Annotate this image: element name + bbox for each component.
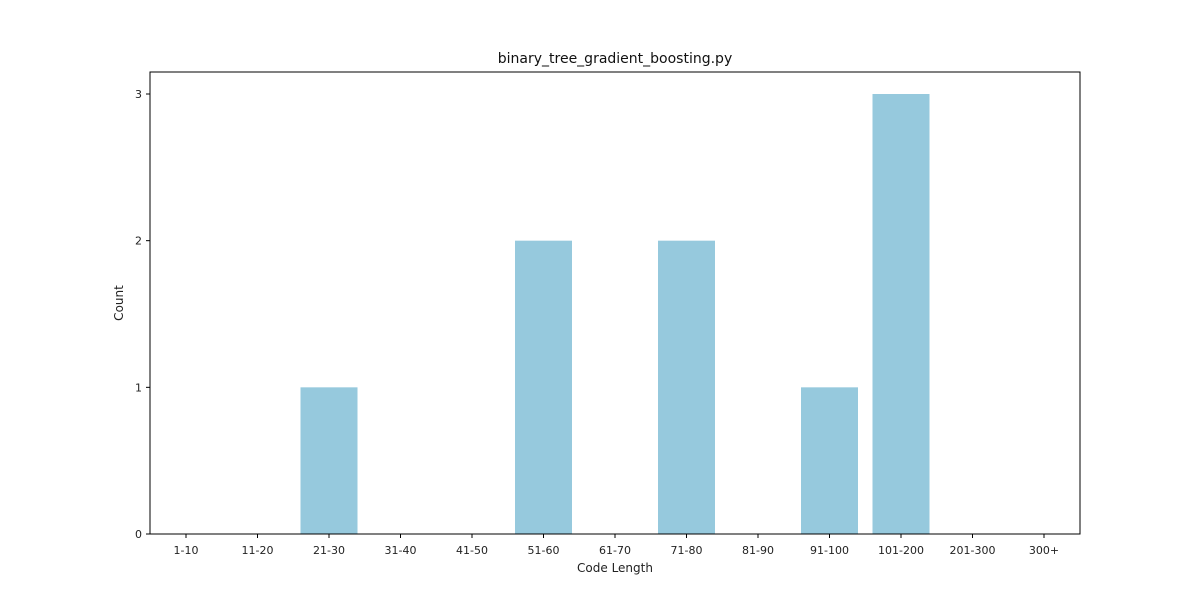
bar-21-30 xyxy=(300,387,358,534)
x-tick-label: 201-300 xyxy=(950,544,996,557)
chart-title: binary_tree_gradient_boosting.py xyxy=(498,51,732,67)
bar-71-80 xyxy=(658,240,715,534)
x-tick-label: 71-80 xyxy=(671,544,703,557)
y-tick-label: 3 xyxy=(135,88,142,101)
y-tick-label: 1 xyxy=(135,381,142,394)
x-axis-ticks: 1-10 11-20 21-30 31-40 41-50 51-60 61-70 71-80 8… xyxy=(174,534,1059,557)
x-tick-label: 101-200 xyxy=(878,544,924,557)
plot-area-frame xyxy=(149,71,1081,535)
x-tick-label: 31-40 xyxy=(385,544,417,557)
x-tick-label: 41-50 xyxy=(456,544,488,557)
x-tick-label: 21-30 xyxy=(313,544,345,557)
y-axis-label: Count xyxy=(112,285,126,321)
y-tick-label: 0 xyxy=(135,528,142,541)
bar-51-60 xyxy=(515,240,572,534)
bar-91-100 xyxy=(801,387,858,534)
y-axis-ticks: 0 1 2 3 xyxy=(135,88,150,541)
bar-101-200 xyxy=(872,94,930,534)
y-tick-label: 2 xyxy=(135,235,142,248)
x-tick-label: 1-10 xyxy=(174,544,199,557)
x-tick-label: 91-100 xyxy=(810,544,849,557)
x-tick-label: 81-90 xyxy=(742,544,774,557)
x-tick-label: 61-70 xyxy=(599,544,631,557)
x-tick-label: 11-20 xyxy=(242,544,274,557)
x-tick-label: 51-60 xyxy=(528,544,560,557)
x-tick-label: 300+ xyxy=(1029,544,1059,557)
bars-group xyxy=(300,94,930,534)
x-axis-label: Code Length xyxy=(577,561,653,575)
